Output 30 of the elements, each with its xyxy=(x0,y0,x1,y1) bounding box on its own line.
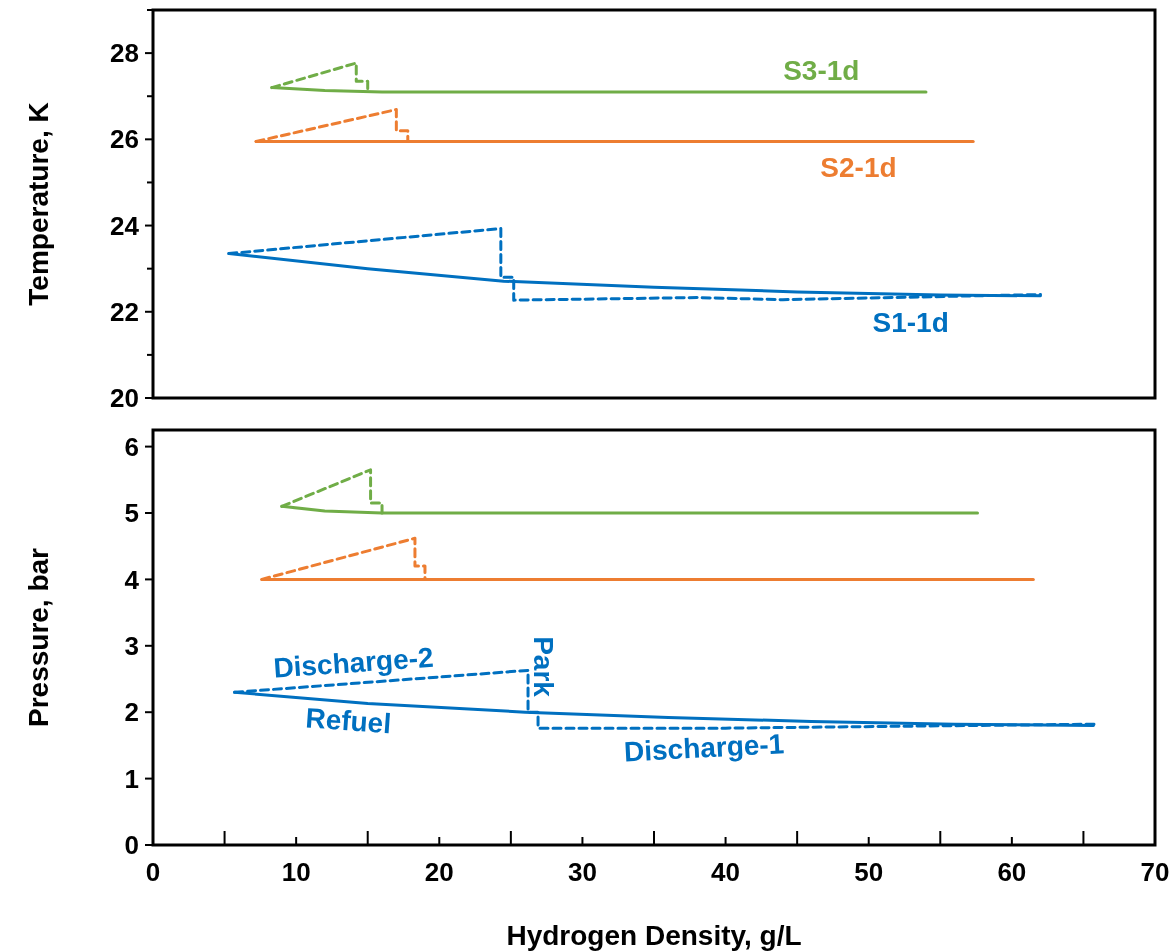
annotation: Park xyxy=(527,636,559,698)
y-tick-label: 22 xyxy=(110,296,139,327)
y-tick-label: 24 xyxy=(110,210,140,241)
y-tick-label: 0 xyxy=(124,830,139,861)
y-tick-label: 4 xyxy=(124,564,140,595)
x-tick-label: 30 xyxy=(567,857,597,887)
annotation: Refuel xyxy=(304,702,393,740)
x-tick-label: 20 xyxy=(424,857,454,887)
y-tick-label: 26 xyxy=(110,124,139,155)
series-label: S2-1d xyxy=(820,152,897,184)
x-tick-label: 70 xyxy=(1140,857,1170,887)
y-tick-label: 1 xyxy=(124,763,139,794)
y-tick-label: 2 xyxy=(124,697,139,728)
y-axis-title: Pressure, bar xyxy=(22,547,54,727)
x-tick-label: 60 xyxy=(997,857,1027,887)
y-tick-label: 3 xyxy=(124,630,139,661)
x-axis-title: Hydrogen Density, g/L xyxy=(506,920,802,951)
series-label: S3-1d xyxy=(783,54,860,86)
y-tick-label: 6 xyxy=(124,431,139,462)
x-tick-label: 0 xyxy=(145,857,161,887)
annotation: Discharge-1 xyxy=(623,728,785,768)
annotation: Discharge-2 xyxy=(272,641,435,684)
y-tick-label: 28 xyxy=(110,38,139,69)
y-tick-label: 5 xyxy=(124,498,139,529)
y-tick-label: 20 xyxy=(110,383,139,414)
series-label: S1-1d xyxy=(872,306,949,338)
y-axis-title: Temperature, K xyxy=(22,102,54,306)
x-tick-label: 50 xyxy=(854,857,884,887)
x-tick-label: 40 xyxy=(711,857,741,887)
x-tick-label: 10 xyxy=(281,857,311,887)
